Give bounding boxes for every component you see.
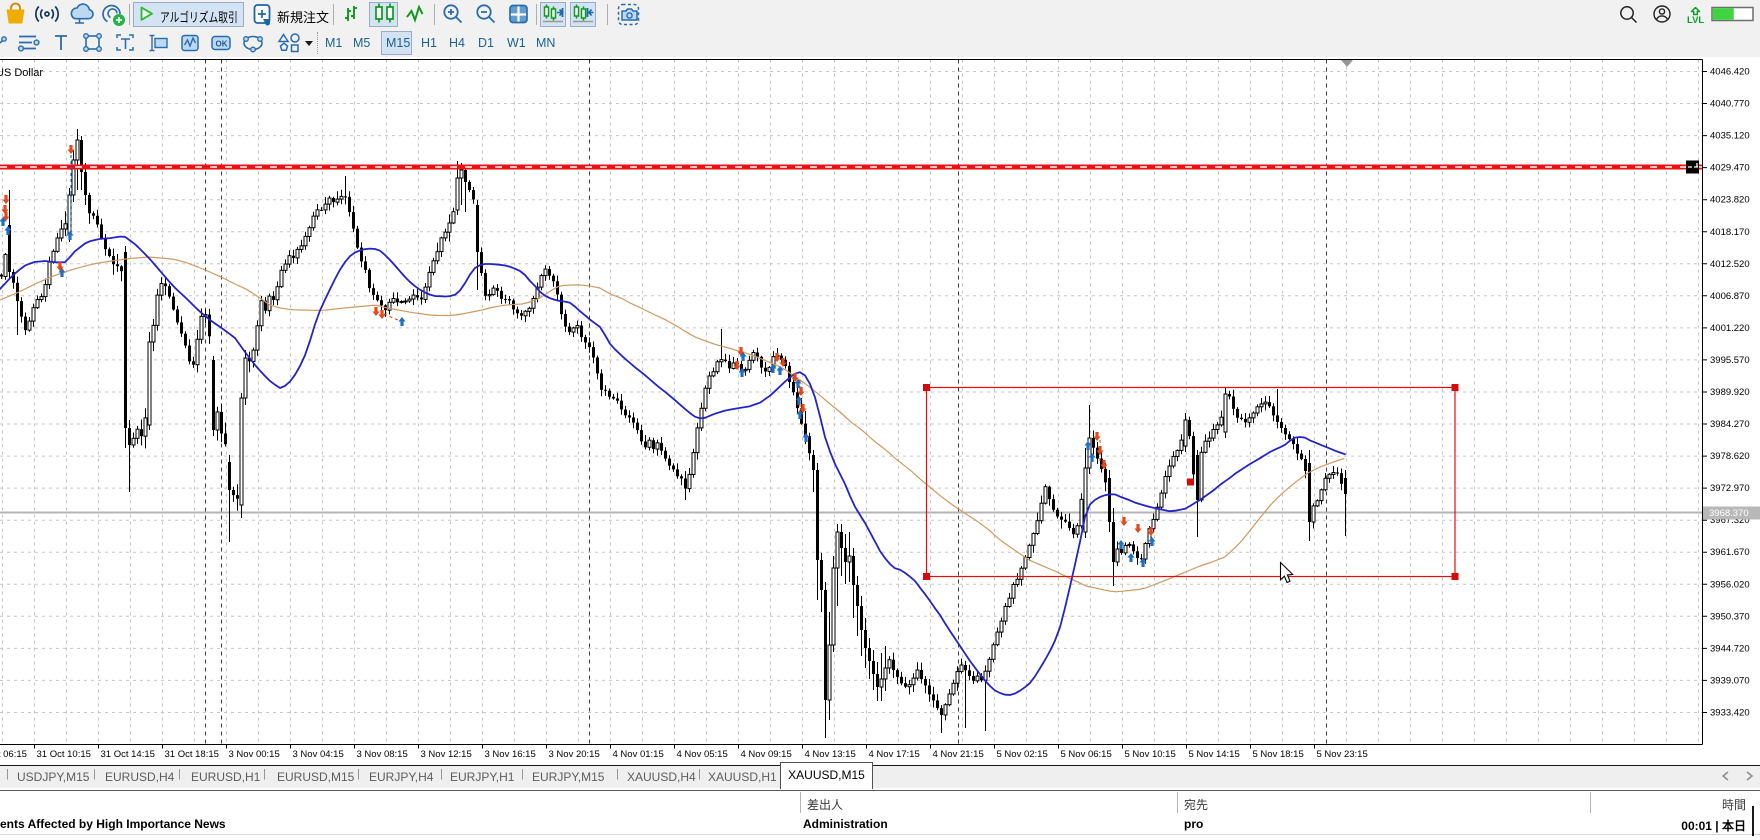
svg-text:4018.170: 4018.170 [1710, 227, 1750, 238]
svg-text:3978.620: 3978.620 [1710, 451, 1750, 462]
svg-text:5 Nov 10:15: 5 Nov 10:15 [1125, 749, 1176, 760]
svg-text:3 Nov 12:15: 3 Nov 12:15 [421, 749, 472, 760]
svg-text:3972.970: 3972.970 [1710, 483, 1750, 494]
svg-text:4040.770: 4040.770 [1710, 99, 1750, 110]
svg-text:4046.420: 4046.420 [1710, 67, 1750, 78]
svg-text:5 Nov 14:15: 5 Nov 14:15 [1189, 749, 1240, 760]
svg-text:3967.320: 3967.320 [1710, 515, 1750, 526]
svg-text:31 Oct 10:15: 31 Oct 10:15 [37, 749, 91, 760]
svg-text:4035.120: 4035.120 [1710, 131, 1750, 142]
svg-text:5 Nov 18:15: 5 Nov 18:15 [1253, 749, 1304, 760]
svg-text:3995.570: 3995.570 [1710, 355, 1750, 366]
svg-text:4 Nov 09:15: 4 Nov 09:15 [741, 749, 792, 760]
svg-text:31 Oct 14:15: 31 Oct 14:15 [101, 749, 155, 760]
svg-text:3961.670: 3961.670 [1710, 547, 1750, 558]
svg-text:3939.070: 3939.070 [1710, 675, 1750, 686]
svg-text:3933.420: 3933.420 [1710, 708, 1750, 719]
svg-text:4 Nov 05:15: 4 Nov 05:15 [677, 749, 728, 760]
svg-text:3950.370: 3950.370 [1710, 611, 1750, 622]
svg-text:5 Nov 06:15: 5 Nov 06:15 [1061, 749, 1112, 760]
svg-text:5 Nov 02:15: 5 Nov 02:15 [997, 749, 1048, 760]
svg-text:3 Nov 04:15: 3 Nov 04:15 [293, 749, 344, 760]
svg-text:4029.470: 4029.470 [1710, 163, 1750, 174]
svg-text:4 Nov 17:15: 4 Nov 17:15 [869, 749, 920, 760]
svg-text:4 Nov 01:15: 4 Nov 01:15 [613, 749, 664, 760]
svg-text:4006.870: 4006.870 [1710, 291, 1750, 302]
svg-text:3 Nov 16:15: 3 Nov 16:15 [485, 749, 536, 760]
svg-text:3984.270: 3984.270 [1710, 419, 1750, 430]
svg-text:OK: OK [216, 40, 228, 49]
svg-text:31 Oct 06:15: 31 Oct 06:15 [0, 749, 27, 760]
svg-text:4 Nov 13:15: 4 Nov 13:15 [805, 749, 856, 760]
svg-text:5 Nov 23:15: 5 Nov 23:15 [1317, 749, 1368, 760]
svg-text:4 Nov 21:15: 4 Nov 21:15 [933, 749, 984, 760]
svg-text:3 Nov 08:15: 3 Nov 08:15 [357, 749, 408, 760]
svg-text:4001.220: 4001.220 [1710, 323, 1750, 334]
svg-text:3944.720: 3944.720 [1710, 643, 1750, 654]
svg-text:4012.520: 4012.520 [1710, 259, 1750, 270]
svg-text:3968.370: 3968.370 [1709, 508, 1749, 519]
svg-text:3956.020: 3956.020 [1710, 579, 1750, 590]
svg-text:US Dollar: US Dollar [0, 67, 43, 79]
svg-text:3 Nov 00:15: 3 Nov 00:15 [229, 749, 280, 760]
svg-text:4023.820: 4023.820 [1710, 195, 1750, 206]
svg-text:LVL: LVL [1687, 15, 1704, 26]
svg-text:3989.920: 3989.920 [1710, 387, 1750, 398]
svg-text:31 Oct 18:15: 31 Oct 18:15 [165, 749, 219, 760]
svg-text:3 Nov 20:15: 3 Nov 20:15 [549, 749, 600, 760]
